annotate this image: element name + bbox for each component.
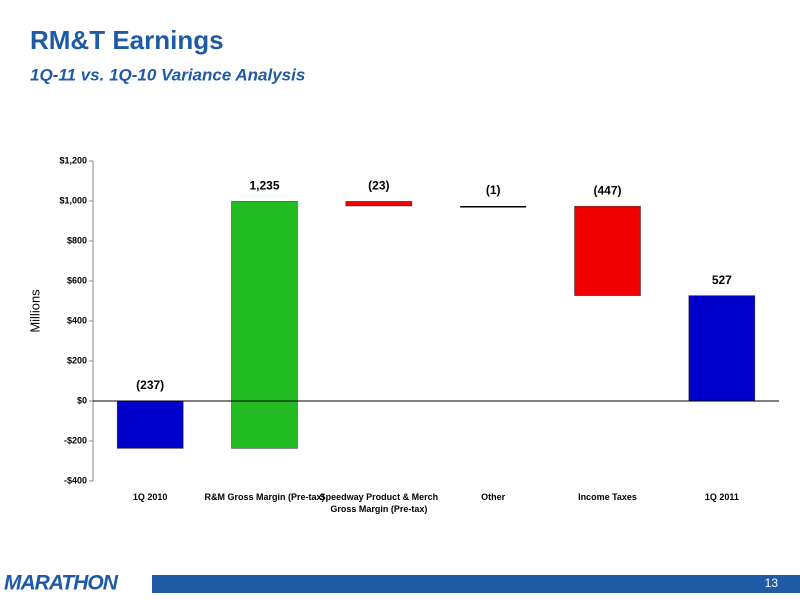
y-tick-label: $800 [67, 235, 87, 245]
x-tick-label: 1Q 2010 [133, 492, 168, 502]
chart-title: RM&T Earnings [30, 25, 224, 55]
footer-bar [0, 575, 800, 593]
page-number: 13 [765, 576, 779, 590]
bar [231, 201, 298, 449]
data-label: 527 [712, 273, 732, 287]
bar [116, 400, 184, 449]
logo-box [0, 571, 152, 596]
data-label: (1) [486, 183, 501, 197]
y-tick-label: -$400 [64, 475, 87, 485]
y-tick-label: $400 [67, 315, 87, 325]
x-tick-label: 1Q 2011 [705, 492, 739, 502]
chart-subtitle: 1Q-11 vs. 1Q-10 Variance Analysis [30, 65, 305, 84]
data-label: (23) [368, 179, 389, 193]
y-tick-label: $0 [77, 395, 87, 405]
logo: MARATHON [4, 572, 119, 595]
y-tick-label: $1,000 [59, 195, 87, 205]
bar [460, 206, 527, 208]
data-label: (447) [593, 183, 621, 197]
y-tick-label: $1,200 [59, 155, 87, 165]
y-tick-label: $200 [67, 355, 87, 365]
plot: -$400 -$200 $0 $200 $400 $600 $800 $1,000 $1,200… [59, 155, 779, 514]
data-label: 1,235 [249, 179, 279, 193]
x-tick-label: R&M Gross Margin (Pre-tax) [204, 492, 324, 502]
bar [688, 295, 756, 402]
y-tick-label: $600 [67, 275, 87, 285]
bar [345, 201, 413, 207]
x-tick-label: Other [481, 492, 506, 502]
x-tick-label: Speedway Product & Merch Gross Margin (Pr… [320, 492, 439, 514]
bar [574, 205, 641, 296]
y-tick-label: -$200 [64, 435, 87, 445]
y-axis-label: Millions [27, 289, 42, 333]
x-tick-label: Income Taxes [578, 492, 637, 502]
data-label: (237) [136, 378, 164, 392]
